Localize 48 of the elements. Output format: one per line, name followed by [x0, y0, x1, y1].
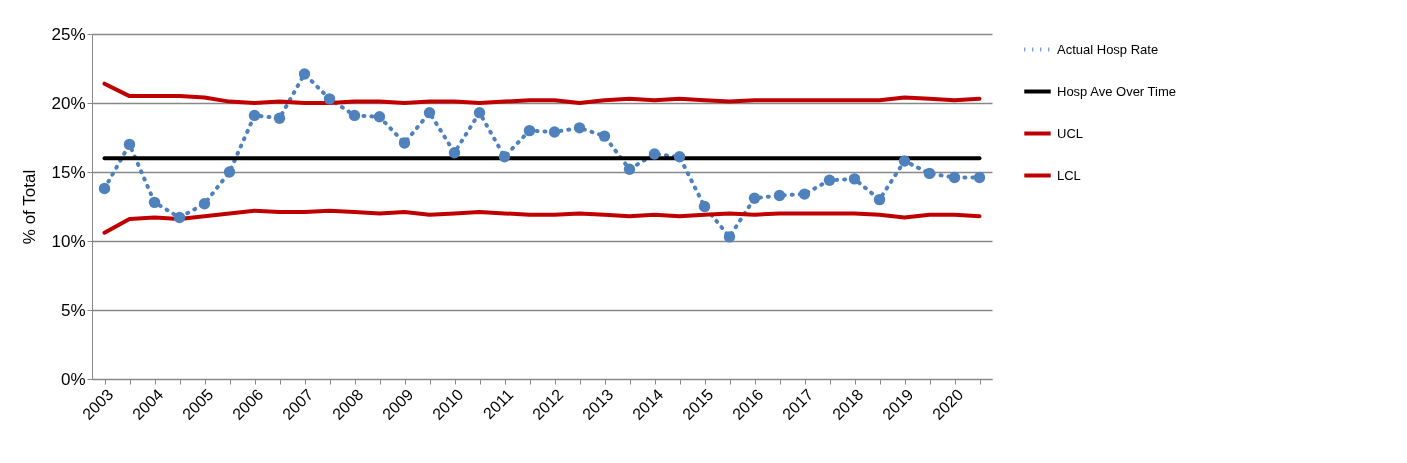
point	[623, 163, 636, 175]
point	[173, 211, 186, 224]
point	[598, 130, 611, 142]
point	[573, 122, 586, 134]
y-tick-label: 0%	[60, 369, 86, 389]
legend-label: Actual Hosp Rate	[1057, 41, 1159, 57]
point	[948, 171, 961, 184]
point	[823, 174, 836, 186]
point	[723, 231, 736, 243]
point	[348, 109, 361, 122]
legend-label: UCL	[1057, 125, 1084, 141]
y-tick-label: 10%	[51, 231, 86, 251]
point	[848, 173, 861, 185]
point	[223, 166, 236, 178]
legend-label: Hosp Ave Over Time	[1057, 83, 1176, 99]
point	[923, 167, 936, 180]
point	[373, 111, 386, 123]
legend-label: LCL	[1057, 167, 1081, 183]
point	[748, 192, 761, 204]
point	[248, 109, 261, 122]
point	[973, 171, 986, 184]
point	[498, 151, 511, 163]
line-series	[102, 81, 982, 105]
point	[448, 146, 461, 159]
point	[298, 68, 311, 80]
point	[523, 124, 536, 137]
y-tick-label: 15%	[51, 162, 86, 182]
point	[398, 137, 411, 149]
point	[323, 93, 336, 105]
point	[98, 182, 111, 195]
point	[548, 126, 561, 138]
point	[798, 188, 811, 200]
point	[148, 196, 161, 209]
point	[423, 106, 436, 119]
point	[123, 138, 136, 151]
y-axis-title: % of Total	[20, 169, 40, 245]
y-tick-label: 20%	[51, 93, 86, 113]
y-tick-label: 5%	[60, 300, 86, 320]
y-tick-label: 25%	[51, 24, 86, 44]
point	[773, 189, 786, 202]
point	[873, 193, 886, 206]
point	[648, 148, 661, 160]
point	[473, 106, 486, 119]
point	[673, 151, 686, 163]
point	[698, 200, 711, 213]
point	[198, 198, 211, 210]
point	[273, 112, 286, 124]
point	[898, 155, 911, 167]
